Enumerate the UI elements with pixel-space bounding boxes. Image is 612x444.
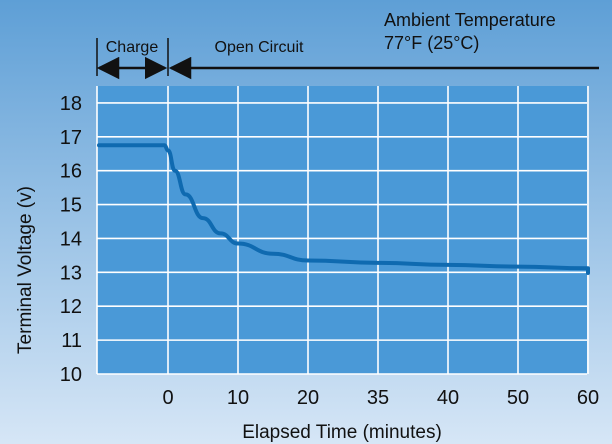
y-tick-label: 17	[60, 127, 82, 149]
x-tick-label: 40	[437, 387, 459, 409]
ambient-temperature-label: Ambient Temperature	[384, 10, 556, 30]
y-tick-label: 13	[60, 262, 82, 284]
open-circuit-label: Open Circuit	[215, 39, 304, 56]
x-tick-label: 60	[577, 387, 599, 409]
x-tick-label: 35	[367, 387, 389, 409]
x-tick-label: 20	[297, 387, 319, 409]
y-tick-label: 18	[60, 93, 82, 115]
x-tick-label: 10	[227, 387, 249, 409]
y-tick-label: 16	[60, 161, 82, 183]
x-axis-title: Elapsed Time (minutes)	[242, 422, 442, 443]
x-tick-label: 0	[162, 387, 173, 409]
y-tick-label: 10	[60, 364, 82, 386]
y-tick-label: 12	[60, 296, 82, 318]
charge-label: Charge	[106, 39, 159, 56]
x-tick-label: 50	[507, 387, 529, 409]
y-axis-title: Terminal Voltage (v)	[15, 186, 36, 354]
plot-area	[97, 86, 587, 374]
y-tick-label: 14	[60, 228, 82, 250]
series-line	[97, 143, 591, 276]
y-tick-label: 15	[60, 195, 82, 217]
y-tick-label: 11	[61, 330, 82, 352]
ambient-temperature-value: 77°F (25°C)	[384, 33, 479, 53]
